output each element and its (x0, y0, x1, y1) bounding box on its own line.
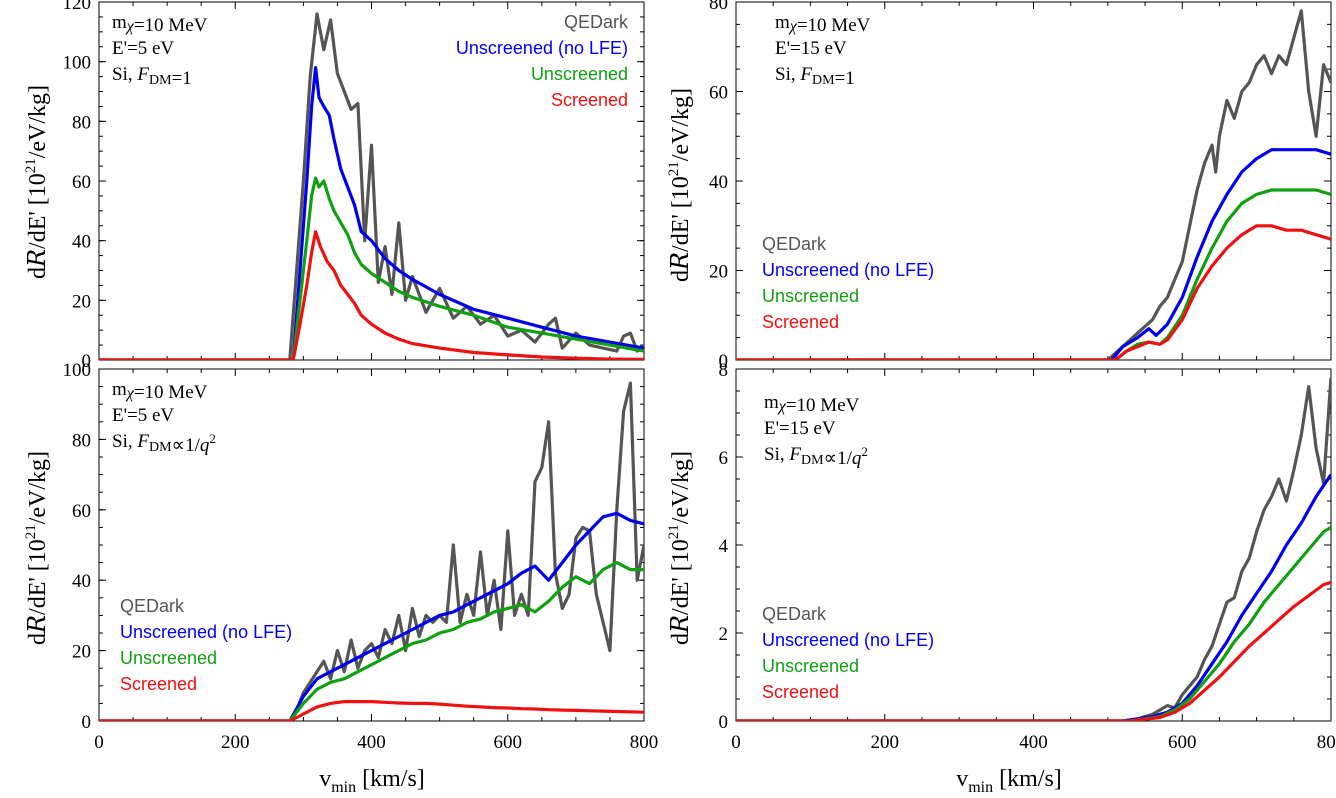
y-tick-label: 20 (72, 291, 91, 312)
legend-entry: QEDark (762, 234, 827, 254)
x-tick-label: 800 (1317, 732, 1336, 753)
x-tick-label: 200 (221, 732, 250, 753)
y-tick-label: 60 (72, 501, 91, 522)
annotation-line: E'=15 eV (775, 38, 847, 59)
series-line-qedark (99, 381, 644, 721)
y-axis-title-right-bottom: dR/dE' [1021/eV/kg] (666, 451, 694, 645)
legend-entry: QEDark (564, 12, 629, 32)
y-tick-label: 0 (719, 351, 729, 372)
annotation-line: E'=5 eV (112, 38, 174, 59)
y-tick-label: 100 (63, 53, 92, 74)
x-tick-label: 200 (871, 732, 900, 753)
legend-entry: Unscreened (no LFE) (456, 38, 628, 58)
legend-entry: Screened (551, 90, 628, 110)
y-tick-label: 60 (72, 172, 91, 193)
series-line-qedark (736, 9, 1331, 360)
annotation-line: mχ=10 MeV (112, 12, 208, 36)
y-tick-label: 100 (63, 360, 92, 381)
y-tick-label: 0 (82, 712, 92, 733)
annotation-line: mχ=10 MeV (112, 379, 208, 403)
legend-entry: QEDark (762, 604, 827, 624)
y-axis-title-left-bottom: dR/dE' [1021/eV/kg] (23, 451, 51, 645)
legend-entry: Unscreened (762, 286, 859, 306)
y-tick-label: 8 (719, 360, 729, 381)
series-line-screened (736, 224, 1331, 360)
series-line-unscreened (99, 176, 644, 360)
x-tick-label: 0 (94, 732, 104, 753)
y-tick-label: 20 (72, 642, 91, 663)
y-tick-label: 40 (72, 232, 91, 253)
legend-entry: Unscreened (no LFE) (120, 622, 292, 642)
legend-entry: Screened (762, 682, 839, 702)
y-tick-label: 4 (719, 536, 729, 557)
y-axis-title-right-top: dR/dE' [1021/eV/kg] (666, 88, 694, 282)
x-axis-title-left: vmin [km/s] (319, 766, 425, 796)
series-line-screened (736, 580, 1331, 721)
series-line-unscreened-no-lfe (736, 148, 1331, 360)
annotation-line: Si, FDM∝1/q2 (764, 444, 868, 469)
legend-entry: QEDark (120, 596, 185, 616)
series-line-unscreened (99, 560, 644, 721)
legend-entry: Unscreened (762, 656, 859, 676)
legend-entry: Screened (762, 312, 839, 332)
annotation-line: mχ=10 MeV (775, 12, 871, 36)
y-tick-label: 6 (719, 448, 729, 469)
annotation-line: Si, FDM=1 (775, 64, 855, 89)
series-line-qedark (736, 377, 1331, 721)
annotation-line: E'=15 eV (764, 418, 836, 439)
x-tick-label: 600 (1168, 732, 1197, 753)
y-tick-label: 40 (709, 172, 728, 193)
legend-entry: Unscreened (no LFE) (762, 260, 934, 280)
annotation-line: mχ=10 MeV (764, 392, 860, 416)
legend-entry: Unscreened (531, 64, 628, 84)
legend-entry: Unscreened (120, 648, 217, 668)
annotation-line: Si, FDM=1 (112, 64, 192, 89)
y-tick-label: 20 (709, 262, 728, 283)
y-tick-label: 80 (72, 430, 91, 451)
x-axis-title-right: vmin [km/s] (956, 766, 1062, 796)
series-line-unscreened-no-lfe (99, 65, 644, 360)
y-tick-label: 120 (63, 0, 92, 14)
y-tick-label: 60 (709, 83, 728, 104)
x-tick-label: 600 (494, 732, 523, 753)
y-axis-title-left-top: dR/dE' [1021/eV/kg] (23, 85, 51, 279)
y-tick-label: 0 (82, 351, 92, 372)
x-tick-label: 400 (357, 732, 386, 753)
series-line-unscreened (736, 188, 1331, 360)
series-line-screened (99, 230, 644, 360)
y-tick-label: 80 (709, 0, 728, 14)
annotation-line: E'=5 eV (112, 405, 174, 426)
x-tick-label: 0 (731, 732, 741, 753)
y-tick-label: 0 (719, 712, 729, 733)
annotation-line: Si, FDM∝1/q2 (112, 431, 216, 456)
x-tick-label: 800 (630, 732, 659, 753)
y-tick-label: 40 (72, 571, 91, 592)
plot-frame (98, 368, 645, 722)
series-line-unscreened-no-lfe (99, 511, 644, 721)
series-line-screened (99, 699, 644, 721)
legend-entry: Screened (120, 674, 197, 694)
y-tick-label: 80 (72, 112, 91, 133)
x-tick-label: 400 (1019, 732, 1048, 753)
y-tick-label: 2 (719, 624, 729, 645)
legend-entry: Unscreened (no LFE) (762, 630, 934, 650)
